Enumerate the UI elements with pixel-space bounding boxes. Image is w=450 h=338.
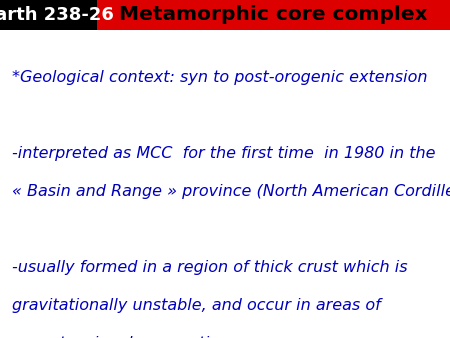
Text: -usually formed in a region of thick crust which is: -usually formed in a region of thick cru… — [12, 260, 408, 275]
Text: synextensional magmatism: synextensional magmatism — [12, 336, 234, 338]
Text: gravitationally unstable, and occur in areas of: gravitationally unstable, and occur in a… — [12, 298, 381, 313]
Text: *Geological context: syn to post-orogenic extension: *Geological context: syn to post-orogeni… — [12, 70, 427, 85]
Text: Earth 238-26: Earth 238-26 — [0, 6, 114, 24]
Text: -interpreted as MCC  for the first time  in 1980 in the: -interpreted as MCC for the first time i… — [12, 146, 436, 161]
Bar — [97, 0, 450, 30]
Bar — [0, 0, 97, 30]
Text: Metamorphic core complex: Metamorphic core complex — [119, 5, 428, 24]
Text: « Basin and Range » province (North American Cordillera): « Basin and Range » province (North Amer… — [12, 184, 450, 199]
